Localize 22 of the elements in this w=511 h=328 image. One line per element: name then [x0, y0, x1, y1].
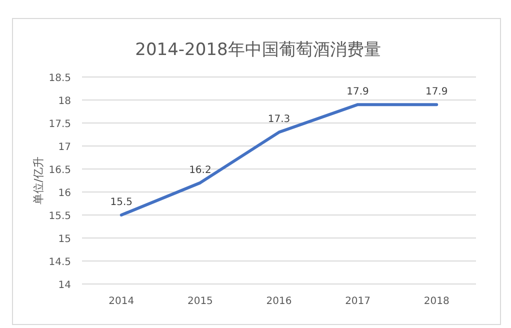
y-tick-label: 14.5 — [48, 257, 71, 268]
data-label: 16.2 — [189, 164, 212, 176]
data-label: 17.9 — [346, 86, 369, 98]
y-tick-label: 14 — [58, 280, 71, 291]
y-tick-label: 17.5 — [48, 119, 71, 130]
data-label: 15.5 — [110, 197, 133, 208]
x-tick-label: 2015 — [187, 296, 213, 307]
chart-title: 2014-2018年中国葡萄酒消费量 — [135, 40, 381, 60]
x-tick-label: 2014 — [108, 296, 134, 307]
y-tick-label: 18 — [58, 96, 71, 107]
x-tick-label: 2016 — [266, 296, 292, 307]
x-tick-label: 2017 — [345, 296, 371, 307]
data-label: 17.9 — [425, 86, 448, 98]
y-tick-label: 17 — [58, 142, 71, 153]
y-tick-label: 16.5 — [48, 165, 71, 176]
y-tick-label: 16 — [58, 188, 71, 199]
y-tick-label: 15 — [58, 234, 71, 245]
y-axis-title: 单位/亿升 — [32, 156, 45, 204]
x-tick-label: 2018 — [424, 296, 450, 307]
y-tick-label: 18.5 — [48, 73, 71, 84]
y-tick-label: 15.5 — [48, 211, 71, 222]
data-label: 17.3 — [268, 114, 290, 126]
